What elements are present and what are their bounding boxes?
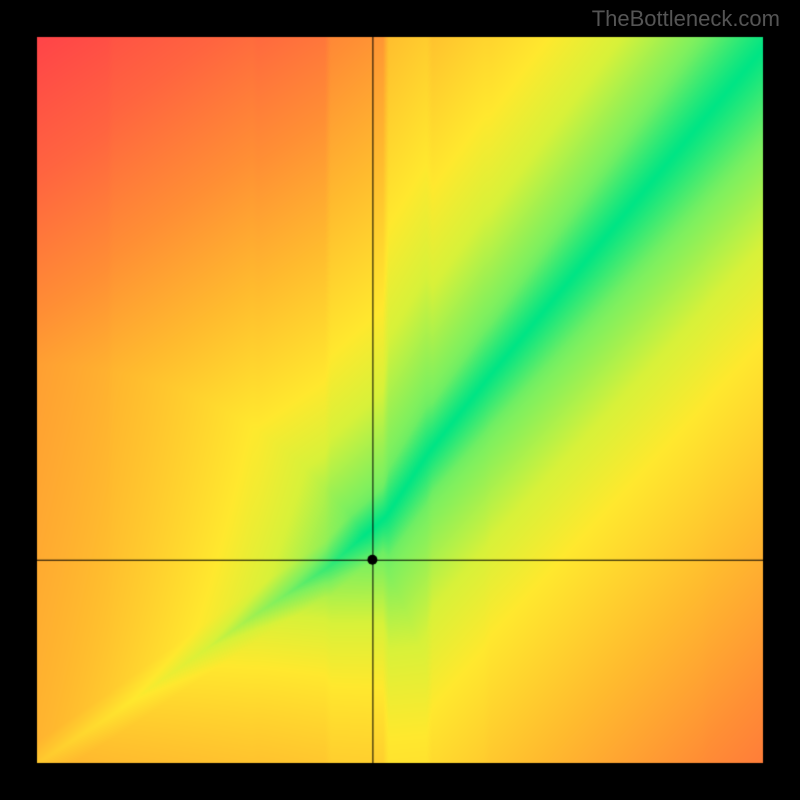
bottleneck-heatmap: [0, 0, 800, 800]
watermark-text: TheBottleneck.com: [592, 6, 780, 32]
chart-container: TheBottleneck.com: [0, 0, 800, 800]
